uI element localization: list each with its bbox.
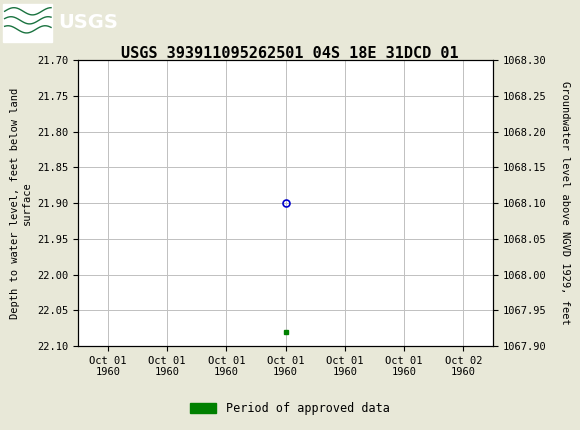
- Legend: Period of approved data: Period of approved data: [186, 397, 394, 420]
- Bar: [3, 3, 52, 42]
- Text: USGS: USGS: [58, 13, 118, 32]
- Y-axis label: Depth to water level, feet below land
surface: Depth to water level, feet below land su…: [10, 88, 32, 319]
- Y-axis label: Groundwater level above NGVD 1929, feet: Groundwater level above NGVD 1929, feet: [560, 81, 570, 325]
- Text: USGS 393911095262501 04S 18E 31DCD 01: USGS 393911095262501 04S 18E 31DCD 01: [121, 46, 459, 61]
